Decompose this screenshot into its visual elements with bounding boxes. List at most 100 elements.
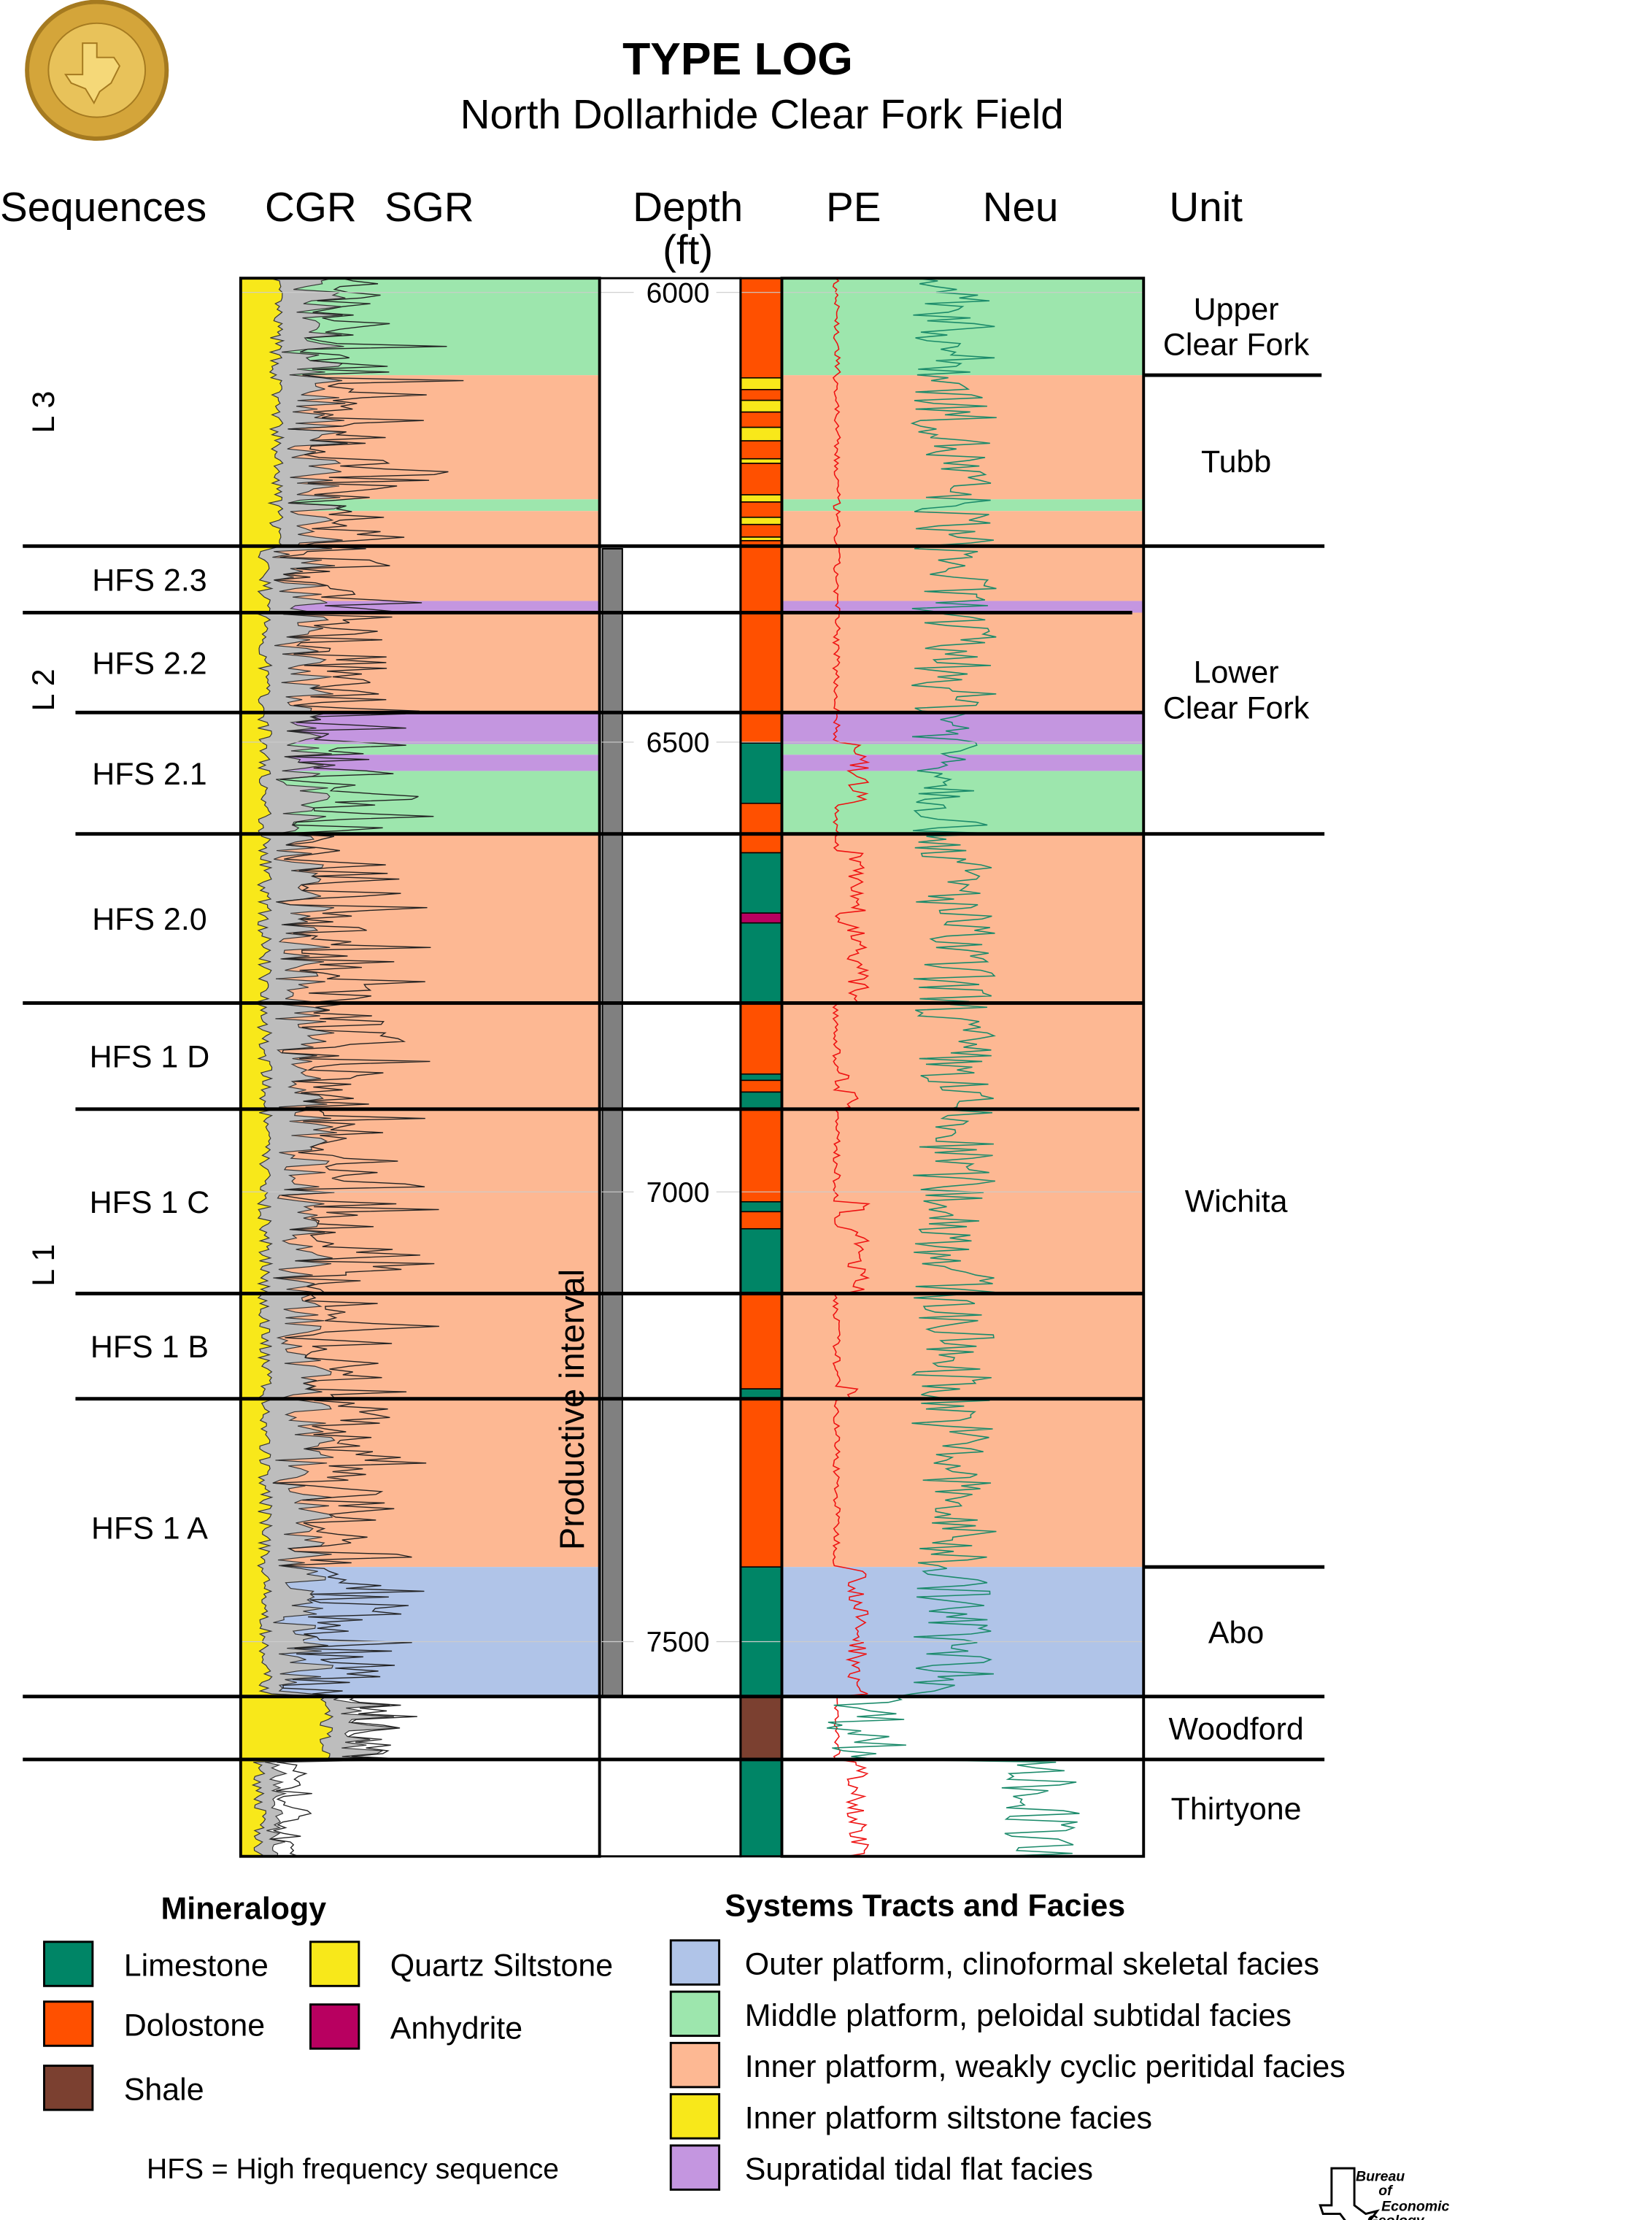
legend-label: Dolostone bbox=[124, 2008, 265, 2043]
legend-label: Inner platform, weakly cyclic peritidal … bbox=[745, 2049, 1346, 2084]
unit-label-line2: Clear Fork bbox=[1163, 691, 1310, 726]
facies-interval-supratidal bbox=[781, 712, 1144, 744]
unit-label: Upper bbox=[1194, 292, 1279, 327]
hfs-label: HFS 2.1 bbox=[92, 757, 206, 792]
header-depth-unit: (ft) bbox=[663, 227, 713, 273]
depth-label-bg bbox=[633, 1176, 717, 1208]
sequence-label: L 2 bbox=[26, 668, 61, 711]
legend-note: HFS = High frequency sequence bbox=[147, 2154, 559, 2185]
legend-swatch-anhydrite bbox=[309, 2003, 360, 2050]
mineralogy-interval-dolostone bbox=[740, 1398, 783, 1568]
mineralogy-interval-dolostone bbox=[740, 389, 783, 401]
depth-ticks: 6000 6500 7000 7500 bbox=[240, 277, 1144, 1658]
boundary-lines bbox=[23, 373, 1325, 1762]
legend-facies-title: Systems Tracts and Facies bbox=[725, 1889, 1125, 1924]
unit-label: Abo bbox=[1208, 1616, 1264, 1651]
facies-interval-supratidal bbox=[240, 601, 600, 613]
depth-label-bg bbox=[633, 277, 717, 309]
facies-interval-supratidal bbox=[781, 755, 1144, 771]
depth-tick-label: 6500 bbox=[646, 728, 710, 759]
legend-label: Inner platform siltstone facies bbox=[745, 2100, 1152, 2135]
header-sequences: Sequences bbox=[0, 184, 206, 230]
mineralogy-interval-limestone bbox=[740, 1759, 783, 1857]
facies-interval-middle bbox=[781, 499, 1144, 512]
facies-interval-middle bbox=[781, 744, 1144, 755]
depth-tick-label: 6000 bbox=[646, 277, 710, 309]
legend-swatch-shale bbox=[43, 2065, 94, 2111]
footer-logo-line: of bbox=[1378, 2183, 1394, 2199]
depth-label-bg bbox=[633, 726, 717, 758]
facies-interval-middle bbox=[781, 771, 1144, 834]
facies-interval-inner bbox=[781, 833, 1144, 1568]
footer-logo-line: Geology bbox=[1367, 2213, 1425, 2220]
legend-label: Shale bbox=[124, 2072, 204, 2107]
mineralogy-interval-dolostone bbox=[740, 463, 783, 496]
legend-label: Supratidal tidal flat facies bbox=[745, 2152, 1093, 2187]
mineralogy-interval-limestone bbox=[740, 1091, 783, 1110]
mineralogy-interval-siltstone bbox=[740, 458, 783, 464]
mineralogy-interval-siltstone bbox=[740, 426, 783, 442]
header-unit: Unit bbox=[1169, 184, 1243, 230]
facies-interval-outer bbox=[781, 1567, 1144, 1697]
mineralogy-interval-dolostone bbox=[740, 1109, 783, 1203]
productive-interval-label: Productive interval bbox=[553, 1269, 591, 1550]
beg-seal-logo bbox=[25, 0, 169, 141]
header-neu: Neu bbox=[983, 184, 1059, 230]
legend-swatch-middle bbox=[669, 1990, 721, 2038]
productive-interval: Productive interval bbox=[553, 548, 623, 1697]
mineralogy-interval-limestone bbox=[740, 922, 783, 1004]
depth-tick-label: 7000 bbox=[646, 1177, 710, 1209]
mineralogy-interval-dolostone bbox=[740, 1211, 783, 1230]
legend-swatch-dolostone bbox=[43, 2000, 94, 2047]
footer-logo-line: Bureau bbox=[1356, 2169, 1405, 2185]
mineralogy-interval-limestone bbox=[740, 852, 783, 914]
siltstone-fill bbox=[240, 277, 333, 1857]
neu-curve bbox=[827, 277, 1080, 1857]
legend-label: Limestone bbox=[124, 1949, 269, 1984]
mineralogy-interval-limestone bbox=[740, 742, 783, 804]
legend-label: Quartz Siltstone bbox=[390, 1949, 613, 1984]
hfs-label: HFS 1 C bbox=[90, 1185, 210, 1220]
legend-label: Anhydrite bbox=[390, 2011, 522, 2046]
legend-label: Middle platform, peloidal subtidal facie… bbox=[745, 1998, 1292, 2033]
header-depth: Depth bbox=[633, 184, 743, 230]
mineralogy-interval-siltstone bbox=[740, 494, 783, 503]
sgr-curve bbox=[270, 277, 464, 1857]
mineralogy-interval-limestone bbox=[740, 1227, 783, 1295]
depth-label-bg bbox=[633, 1626, 717, 1657]
mineralogy-interval-dolostone bbox=[740, 1002, 783, 1075]
unit-label: Thirtyone bbox=[1171, 1792, 1302, 1827]
facies-interval-supratidal bbox=[240, 755, 600, 771]
header-sgr: SGR bbox=[385, 184, 474, 230]
header-pe: PE bbox=[826, 184, 881, 230]
unit-label: Lower bbox=[1194, 655, 1279, 690]
facies-interval-middle bbox=[240, 744, 600, 755]
unit-label-line2: Clear Fork bbox=[1163, 328, 1310, 363]
hfs-label: HFS 1 D bbox=[90, 1040, 210, 1075]
unit-label: Woodford bbox=[1168, 1711, 1303, 1746]
legend-mineralogy-title: Mineralogy bbox=[161, 1892, 327, 1927]
hfs-label: HFS 1 B bbox=[90, 1330, 209, 1365]
mineralogy-interval-dolostone bbox=[740, 1292, 783, 1390]
mineralogy-interval-anhydrite bbox=[740, 912, 783, 924]
legend-swatch-supratidal bbox=[669, 2144, 721, 2191]
hfs-label: HFS 1 A bbox=[91, 1511, 208, 1546]
mineralogy-interval-dolostone bbox=[740, 277, 783, 379]
hfs-label: HFS 2.0 bbox=[92, 902, 206, 937]
legend-swatch-outer bbox=[669, 1939, 721, 1986]
legend-swatch-siltstone bbox=[669, 2093, 721, 2140]
productive-interval-bar bbox=[601, 548, 623, 1697]
mineralogy-interval-dolostone bbox=[740, 501, 783, 518]
unit-label: Wichita bbox=[1185, 1184, 1288, 1219]
mineralogy-interval-dolostone bbox=[740, 523, 783, 538]
mineralogy-interval-limestone bbox=[740, 1073, 783, 1082]
mineralogy-interval-dolostone bbox=[740, 802, 783, 854]
hfs-label: HFS 2.3 bbox=[92, 563, 206, 598]
mineralogy-interval-dolostone bbox=[740, 440, 783, 460]
legend-label: Outer platform, clinoformal skeletal fac… bbox=[745, 1947, 1319, 1982]
mineralogy-interval-dolostone bbox=[740, 1079, 783, 1093]
depth-tick-label: 7500 bbox=[646, 1627, 710, 1658]
legend-swatch-siltstone bbox=[309, 1940, 360, 1987]
